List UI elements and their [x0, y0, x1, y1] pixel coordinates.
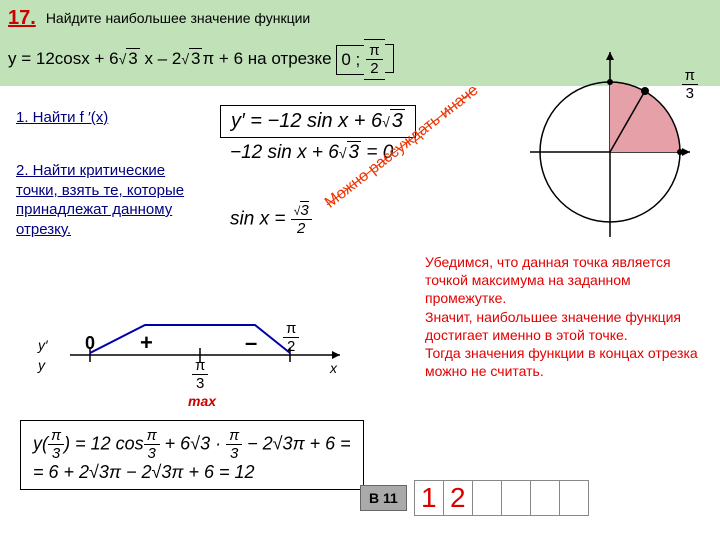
title-text: Найдите наибольшее значение функции — [46, 10, 310, 26]
answer-row: В 11 1 2 — [360, 480, 589, 516]
minus-sign: – — [245, 330, 257, 356]
step-2: 2. Найти критические точки, взять те, ко… — [16, 161, 210, 239]
header-bar: 17. Найдите наибольшее значение функции — [0, 0, 720, 36]
math-column: y′ = −12 sin x + 6√3 −12 sin x + 6√3 = 0… — [220, 105, 416, 241]
sqrt2: 3 — [189, 48, 202, 68]
pi2-nl: π2 — [283, 320, 299, 355]
final-line2: = 6 + 2√3π − 2√3π + 6 = 12 — [33, 462, 255, 482]
conclusion-text: Убедимся, что данная точка является точк… — [425, 253, 705, 380]
interval-num: π — [366, 42, 382, 60]
yprime-label: y′ — [38, 337, 48, 353]
func-prefix: y = 12cosx + 6 — [8, 49, 119, 68]
plus-sign: + — [140, 330, 153, 356]
max-label: max — [188, 393, 216, 409]
zero-label: 0 — [85, 333, 95, 354]
question-number: 17. — [8, 7, 36, 30]
interval-den: 2 — [366, 60, 382, 77]
answer-digit-5[interactable] — [530, 480, 560, 516]
answer-digit-4[interactable] — [501, 480, 531, 516]
sqrt1: 3 — [126, 48, 139, 68]
sin-lhs: sin x = — [230, 209, 285, 230]
number-line-diagram: y′ y 0 + – π2 π3 max x — [30, 315, 360, 395]
step-1: 1. Найти f ′(x) — [16, 109, 210, 126]
final-computation: y(π3) = 12 cosπ3 + 6√3 · π3 − 2√3π + 6 =… — [20, 420, 364, 490]
steps-column: 1. Найти f ′(x) 2. Найти критические точ… — [8, 105, 218, 243]
answer-digit-2[interactable]: 2 — [443, 480, 473, 516]
pi3-label: π 3 — [682, 67, 698, 102]
y-label: y — [38, 357, 45, 373]
unit-circle: π 3 — [520, 42, 700, 242]
answer-label: В 11 — [360, 485, 407, 511]
derivative-formula: y′ = −12 sin x + 6√3 — [220, 105, 416, 138]
x-label: x — [330, 360, 337, 376]
answer-digit-6[interactable] — [559, 480, 589, 516]
answer-digit-1[interactable]: 1 — [414, 480, 444, 516]
func-mid: x – 2 — [140, 49, 182, 68]
answer-digit-3[interactable] — [472, 480, 502, 516]
pi3-nl: π3 — [192, 357, 208, 392]
interval-low: 0 ; — [341, 50, 360, 69]
func-suffix: π + 6 на отрезке — [202, 49, 336, 68]
